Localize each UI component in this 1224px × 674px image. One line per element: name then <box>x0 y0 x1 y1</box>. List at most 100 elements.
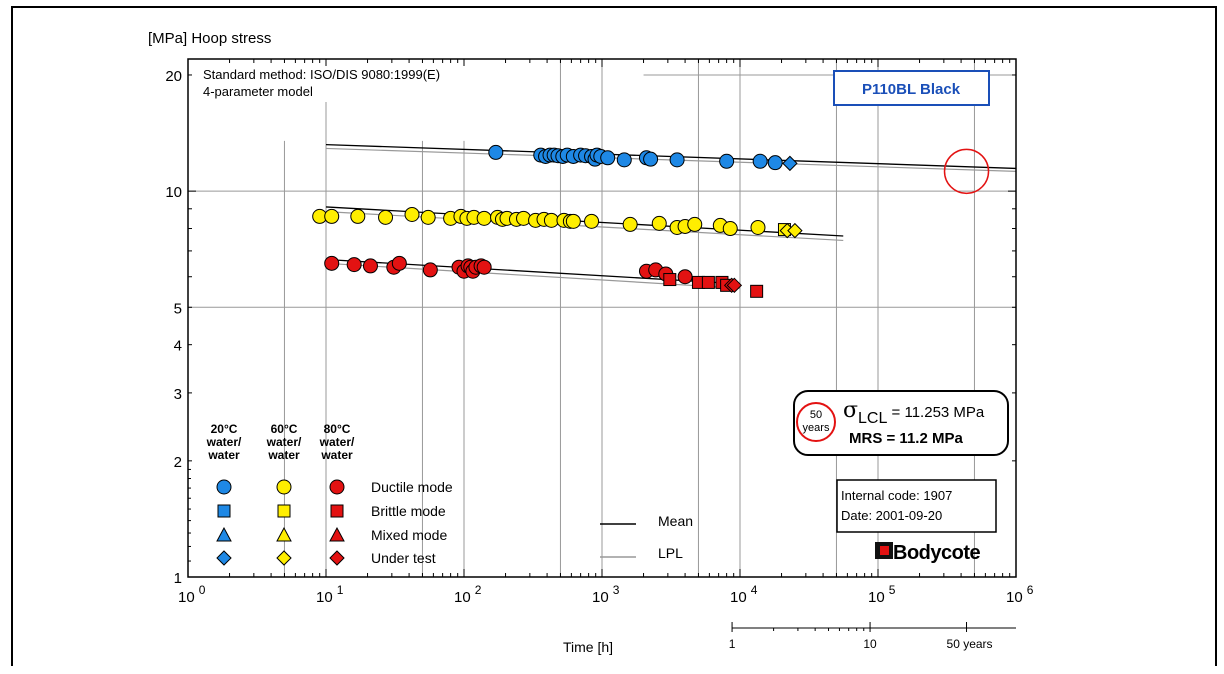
data-point <box>677 269 693 285</box>
x-tick-label: 10 3 <box>592 583 620 606</box>
data-point <box>404 206 420 222</box>
data-point <box>643 151 659 167</box>
legend-lpl-label: LPL <box>658 545 683 561</box>
data-point <box>687 216 703 232</box>
logo-text: Bodycote <box>893 542 981 564</box>
legend-mode-label: Ductile mode <box>371 479 453 495</box>
result-box <box>793 390 1009 456</box>
data-point <box>722 221 738 237</box>
sigma-symbol: σ <box>843 398 858 423</box>
years-axis-label: 1 <box>729 637 736 651</box>
data-point <box>719 153 735 169</box>
extrapolation-marker <box>943 148 990 195</box>
data-point <box>324 255 340 271</box>
y-tick-label: 2 <box>174 454 182 471</box>
sigma-sub: LCL <box>858 410 887 427</box>
data-point <box>663 273 677 287</box>
data-point <box>391 255 407 271</box>
temp-column-label: water/ <box>266 435 302 449</box>
legend-marker <box>276 479 292 495</box>
data-point <box>622 216 638 232</box>
x-axis-title: Time [h] <box>563 639 613 655</box>
method-line-1: Standard method: ISO/DIS 9080:1999(E) <box>203 67 440 82</box>
data-point <box>651 215 667 231</box>
legend-marker <box>217 504 231 518</box>
marker-legend: Ductile mode Brittle mode Mixed mode Under … <box>216 479 453 566</box>
temp-column-label: 60°C <box>271 422 298 436</box>
legend-marker <box>329 479 345 495</box>
x-tick-exponent: 5 <box>889 583 896 597</box>
data-point <box>420 209 436 225</box>
years-axis-label: 10 <box>863 637 877 651</box>
mrs-value: MRS = 11.2 MPa <box>849 430 963 447</box>
info-box <box>836 479 997 533</box>
temperature-legend: 20°Cwater/water60°Cwater/water80°Cwater/… <box>206 422 355 462</box>
legend-marker <box>329 550 345 566</box>
x-tick-exponent: 0 <box>199 583 206 597</box>
date-label: Date: 2001-09-20 <box>841 508 942 523</box>
data-point <box>362 258 378 274</box>
material-label: P110BL Black <box>862 81 961 98</box>
data-point <box>669 152 685 168</box>
data-point <box>782 155 798 172</box>
temp-column-label: water <box>207 448 240 462</box>
legend-marker <box>330 504 344 518</box>
data-point <box>752 153 768 169</box>
temp-column-label: 20°C <box>211 422 238 436</box>
badge-top: 50 <box>810 409 822 421</box>
regression-line-lpl <box>325 211 844 242</box>
chart-frame <box>11 6 1217 666</box>
method-line-2: 4-parameter model <box>203 84 313 99</box>
years-axis-label: 50 years <box>947 637 993 651</box>
data-point <box>476 259 492 275</box>
x-tick-base: 10 <box>178 589 195 606</box>
x-tick-label: 10 2 <box>454 583 482 606</box>
fifty-year-badge <box>796 402 836 442</box>
y-tick-label: 5 <box>174 300 182 317</box>
x-tick-exponent: 1 <box>337 583 344 597</box>
data-point <box>600 150 616 166</box>
legend-marker <box>216 479 232 495</box>
x-tick-exponent: 6 <box>1027 583 1034 597</box>
internal-code: Internal code: 1907 <box>841 488 952 503</box>
legend-mode-label: Mixed mode <box>371 527 447 543</box>
x-tick-base: 10 <box>730 589 747 606</box>
data-point <box>324 208 340 224</box>
data-point <box>726 277 743 294</box>
temp-column-label: water <box>320 448 353 462</box>
sigma-value: = 11.253 MPa <box>887 404 985 421</box>
x-tick-exponent: 3 <box>613 583 620 597</box>
legend-marker <box>216 550 232 566</box>
temp-column-label: water/ <box>319 435 355 449</box>
y-tick-label: 1 <box>174 570 182 587</box>
legend-marker <box>277 504 291 518</box>
logo-mark-red <box>880 546 889 555</box>
badge-bottom: years <box>803 422 830 434</box>
x-tick-base: 10 <box>316 589 333 606</box>
legend-mean-label: Mean <box>658 513 693 529</box>
data-point <box>787 222 803 239</box>
legend-marker <box>276 526 292 542</box>
legend-mode-label: Under test <box>371 550 436 566</box>
temp-column-label: water <box>267 448 300 462</box>
legend-mode-label: Brittle mode <box>371 503 446 519</box>
data-point <box>346 257 362 273</box>
legend-marker <box>216 526 232 542</box>
data-point <box>616 152 632 168</box>
x-tick-base: 10 <box>1006 589 1023 606</box>
x-tick-label: 10 6 <box>1006 583 1034 606</box>
material-label-box <box>833 70 990 106</box>
data-point <box>378 209 394 225</box>
x-tick-base: 10 <box>592 589 609 606</box>
x-tick-exponent: 2 <box>475 583 482 597</box>
extrapolation-circle <box>943 148 990 195</box>
x-tick-label: 10 0 <box>178 583 206 606</box>
method-note-bg <box>199 66 471 102</box>
data-point <box>767 155 783 171</box>
axes: 20 10 5 4 3 2 1 10 0 10 1 10 2 10 3 10 4 10 5 10 6 <box>165 58 1034 606</box>
years-axis: 1 10 50 years <box>729 622 1016 651</box>
data-point <box>701 275 715 289</box>
x-tick-exponent: 4 <box>751 583 758 597</box>
y-tick-label: 3 <box>174 386 182 403</box>
